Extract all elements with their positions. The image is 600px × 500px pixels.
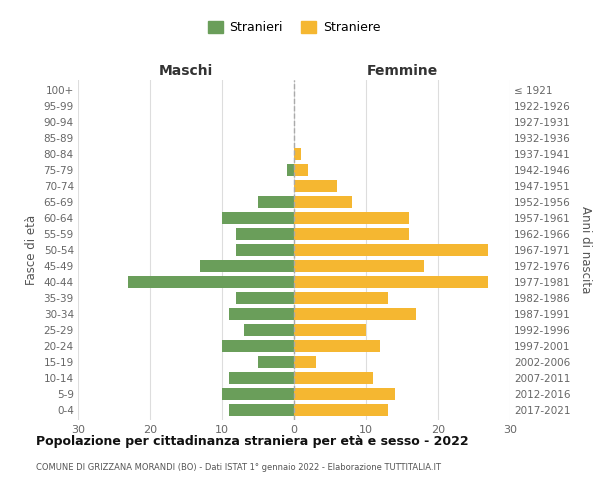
Bar <box>294 228 409 240</box>
Bar <box>294 244 488 256</box>
Bar <box>128 276 294 288</box>
Text: COMUNE DI GRIZZANA MORANDI (BO) - Dati ISTAT 1° gennaio 2022 - Elaborazione TUTT: COMUNE DI GRIZZANA MORANDI (BO) - Dati I… <box>36 462 441 471</box>
Bar <box>294 372 373 384</box>
Bar <box>222 212 294 224</box>
Legend: Stranieri, Straniere: Stranieri, Straniere <box>203 16 385 40</box>
Bar <box>294 260 424 272</box>
Bar <box>236 244 294 256</box>
Bar <box>294 292 388 304</box>
Bar <box>258 196 294 208</box>
Y-axis label: Anni di nascita: Anni di nascita <box>579 206 592 294</box>
Bar <box>294 388 395 400</box>
Bar <box>294 404 388 416</box>
Bar <box>222 340 294 352</box>
Text: Popolazione per cittadinanza straniera per età e sesso - 2022: Popolazione per cittadinanza straniera p… <box>36 435 469 448</box>
Bar <box>200 260 294 272</box>
Bar <box>294 196 352 208</box>
Bar <box>294 212 409 224</box>
Bar <box>294 276 488 288</box>
Bar <box>222 388 294 400</box>
Text: Maschi: Maschi <box>159 64 213 78</box>
Bar <box>294 308 416 320</box>
Bar <box>294 180 337 192</box>
Bar <box>294 148 301 160</box>
Bar <box>258 356 294 368</box>
Bar <box>294 164 308 176</box>
Bar <box>294 324 366 336</box>
Bar <box>229 308 294 320</box>
Bar <box>294 356 316 368</box>
Bar <box>229 372 294 384</box>
Bar <box>244 324 294 336</box>
Bar <box>294 340 380 352</box>
Bar <box>287 164 294 176</box>
Bar <box>229 404 294 416</box>
Y-axis label: Fasce di età: Fasce di età <box>25 215 38 285</box>
Bar <box>236 228 294 240</box>
Bar <box>236 292 294 304</box>
Text: Femmine: Femmine <box>367 64 437 78</box>
